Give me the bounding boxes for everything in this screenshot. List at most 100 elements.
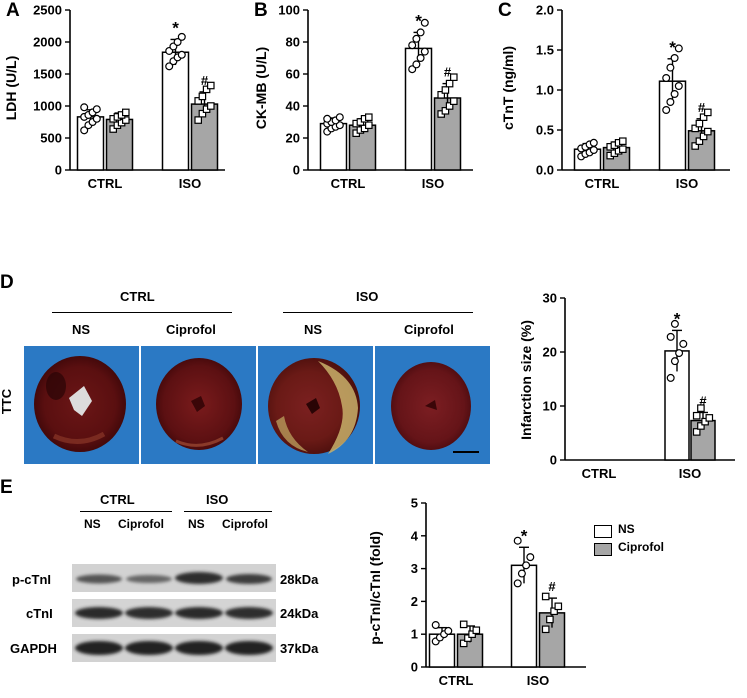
bar [76, 116, 105, 171]
legend-swatch-ciprofol [594, 543, 612, 556]
data-point [445, 79, 454, 88]
data-point [675, 349, 684, 358]
data-point [323, 114, 332, 123]
panel-letter-b: B [254, 0, 268, 21]
wb-row-label-gapdh: GAPDH [10, 641, 57, 656]
data-point [445, 102, 454, 110]
infarct-plot: 0 10 20 30 Infarction size (%) CTRL ISO * # [518, 291, 735, 481]
data-point [80, 126, 89, 135]
ttc-group-ctrl: CTRL [120, 289, 155, 304]
data-point [121, 116, 130, 124]
significance-mark: * [172, 18, 179, 37]
wb-group-ctrl: CTRL [100, 492, 135, 507]
wb-lane-1: NS [84, 517, 101, 531]
y-tick-label: 2 [411, 594, 418, 609]
significance-mark: # [699, 393, 707, 408]
y-tick-label: 30 [543, 291, 557, 306]
ttc-row-label: TTC [0, 388, 15, 415]
data-point [517, 569, 526, 578]
data-point [92, 114, 101, 123]
data-point [464, 634, 472, 642]
data-point [550, 607, 558, 616]
wb-group-iso: ISO [206, 492, 229, 507]
data-point [522, 561, 531, 570]
data-point [704, 127, 712, 136]
data-point [670, 53, 679, 62]
data-point [177, 32, 186, 41]
y-axis-label: LDH (U/L) [3, 56, 19, 121]
wb-lane-3: NS [188, 517, 205, 531]
y-tick-label: 0 [550, 453, 557, 468]
wb-lane-4: Ciprofol [222, 517, 268, 531]
ctnt-plot: 0.0 0.5 1.0 1.5 2.0 cTnT (ng/ml) CTRL ISO * # [500, 3, 730, 191]
data-point [589, 138, 598, 147]
data-point [691, 124, 700, 133]
data-point [207, 81, 215, 90]
data-point [704, 108, 712, 117]
data-point [202, 85, 211, 94]
data-point [416, 28, 425, 37]
data-point [674, 81, 683, 90]
y-tick-label: 0.0 [536, 163, 554, 178]
infarct-size-chart: 0 10 20 30 Infarction size (%) CTRL ISO * # [518, 291, 735, 481]
x-category-label: CTRL [88, 176, 123, 191]
significance-mark: # [698, 100, 706, 115]
data-point [666, 332, 675, 341]
y-axis-label: cTnT (ng/ml) [500, 46, 516, 130]
wb-kda-gapdh: 37kDa [280, 641, 319, 656]
data-point [194, 116, 203, 124]
y-tick-label: 40 [286, 99, 300, 114]
data-point [554, 602, 563, 611]
ttc-heart-photo-iso-ciprofol [375, 346, 490, 464]
ttc-iso-line [283, 312, 473, 313]
ldh-plot: 0 500 1000 1500 2000 2500 LDH (U/L) CTRL ISO * # [3, 3, 225, 191]
data-point [165, 62, 174, 71]
data-point [692, 428, 701, 436]
data-point [364, 121, 373, 130]
data-point [695, 137, 704, 146]
wb-ctrl-line [80, 511, 172, 512]
data-point [679, 339, 688, 348]
y-tick-label: 2500 [33, 3, 62, 18]
ctnt-chart: 0.0 0.5 1.0 1.5 2.0 cTnT (ng/ml) CTRL ISO * # [500, 3, 730, 191]
y-tick-label: 20 [543, 345, 557, 360]
y-tick-label: 100 [278, 3, 300, 18]
data-point [441, 86, 450, 94]
panel-letter-d: D [0, 272, 14, 293]
data-point [431, 621, 440, 630]
x-category-label: ISO [676, 176, 698, 191]
data-point [697, 404, 705, 412]
ttc-heart-photo-iso-ns [258, 346, 373, 464]
data-point [468, 630, 476, 639]
data-point [541, 592, 550, 601]
data-point [513, 579, 522, 588]
significance-mark: # [201, 73, 209, 88]
data-point [472, 626, 481, 635]
legend-label-ns: NS [618, 522, 635, 536]
panel-letter-a: A [6, 0, 20, 21]
bar [161, 51, 190, 171]
data-point [513, 536, 522, 545]
data-point [666, 373, 675, 382]
y-tick-label: 1 [411, 627, 418, 642]
x-category-label: ISO [679, 466, 701, 481]
ttc-heart-photo-ctrl-ciprofol [141, 346, 256, 464]
data-point [408, 41, 417, 50]
data-point [695, 119, 704, 128]
x-category-label: ISO [527, 673, 549, 688]
data-point [670, 319, 679, 328]
data-point [662, 73, 671, 82]
y-axis-label: CK-MB (U/L) [253, 47, 269, 129]
ttc-ctrl-line [52, 312, 232, 313]
data-point [444, 626, 453, 635]
y-tick-label: 1.5 [536, 43, 554, 58]
data-point [618, 145, 627, 154]
x-category-label: CTRL [331, 176, 366, 191]
y-tick-label: 1.0 [536, 83, 554, 98]
y-tick-label: 500 [40, 131, 62, 146]
wb-kda-pctni: 28kDa [280, 572, 319, 587]
data-point [670, 357, 679, 366]
data-point [691, 142, 700, 150]
ldh-chart: 0 500 1000 1500 2000 2500 LDH (U/L) CTRL ISO * # [3, 3, 225, 191]
significance-mark: # [444, 65, 452, 80]
